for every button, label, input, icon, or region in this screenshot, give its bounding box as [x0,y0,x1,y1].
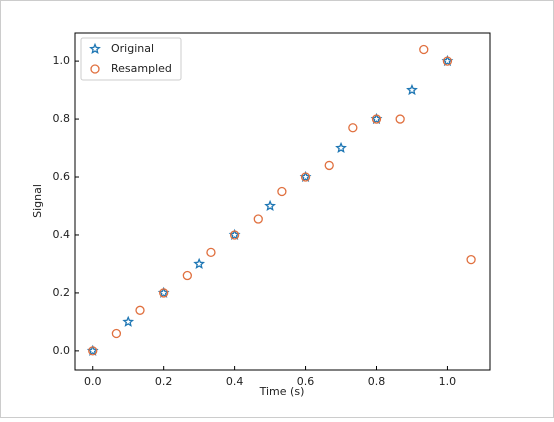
point [406,83,418,96]
x-tick-label: 0.2 [155,375,173,388]
y-tick-label: 0.8 [53,112,71,125]
legend-label: Original [111,42,154,55]
axes-box [74,32,491,371]
point [253,214,263,224]
x-tick-label: 0.0 [84,375,102,388]
x-tick-label: 0.4 [226,375,244,388]
point [159,288,169,298]
point [122,315,135,327]
y-tick-label: 0.6 [53,170,71,183]
x-tick-label: 0.8 [368,375,386,388]
point [419,44,429,55]
y-tick-label: 0.0 [53,344,71,357]
point [371,114,382,124]
y-tick-label: 0.4 [53,228,71,241]
point [229,230,240,240]
point [348,123,358,133]
legend-marker [90,64,100,74]
point [395,114,405,124]
point [182,270,192,281]
point [324,160,334,171]
legend-label: Resampled [111,62,172,75]
y-tick-label: 1.0 [53,54,71,67]
point [135,305,145,315]
x-axis-label: Time (s) [259,385,305,398]
point [111,328,122,339]
point [300,172,311,182]
x-tick-label: 1.0 [439,375,457,388]
point [277,186,287,197]
point [193,257,206,269]
point [335,141,347,154]
point [206,247,216,258]
y-tick-label: 0.2 [53,286,71,299]
legend-box [80,37,182,81]
point [466,254,476,265]
point [264,199,276,211]
x-tick-label: 0.6 [297,375,315,388]
point [442,56,453,66]
y-axis-label: Signal [31,184,44,218]
point [88,346,98,356]
legend-marker [89,42,101,55]
